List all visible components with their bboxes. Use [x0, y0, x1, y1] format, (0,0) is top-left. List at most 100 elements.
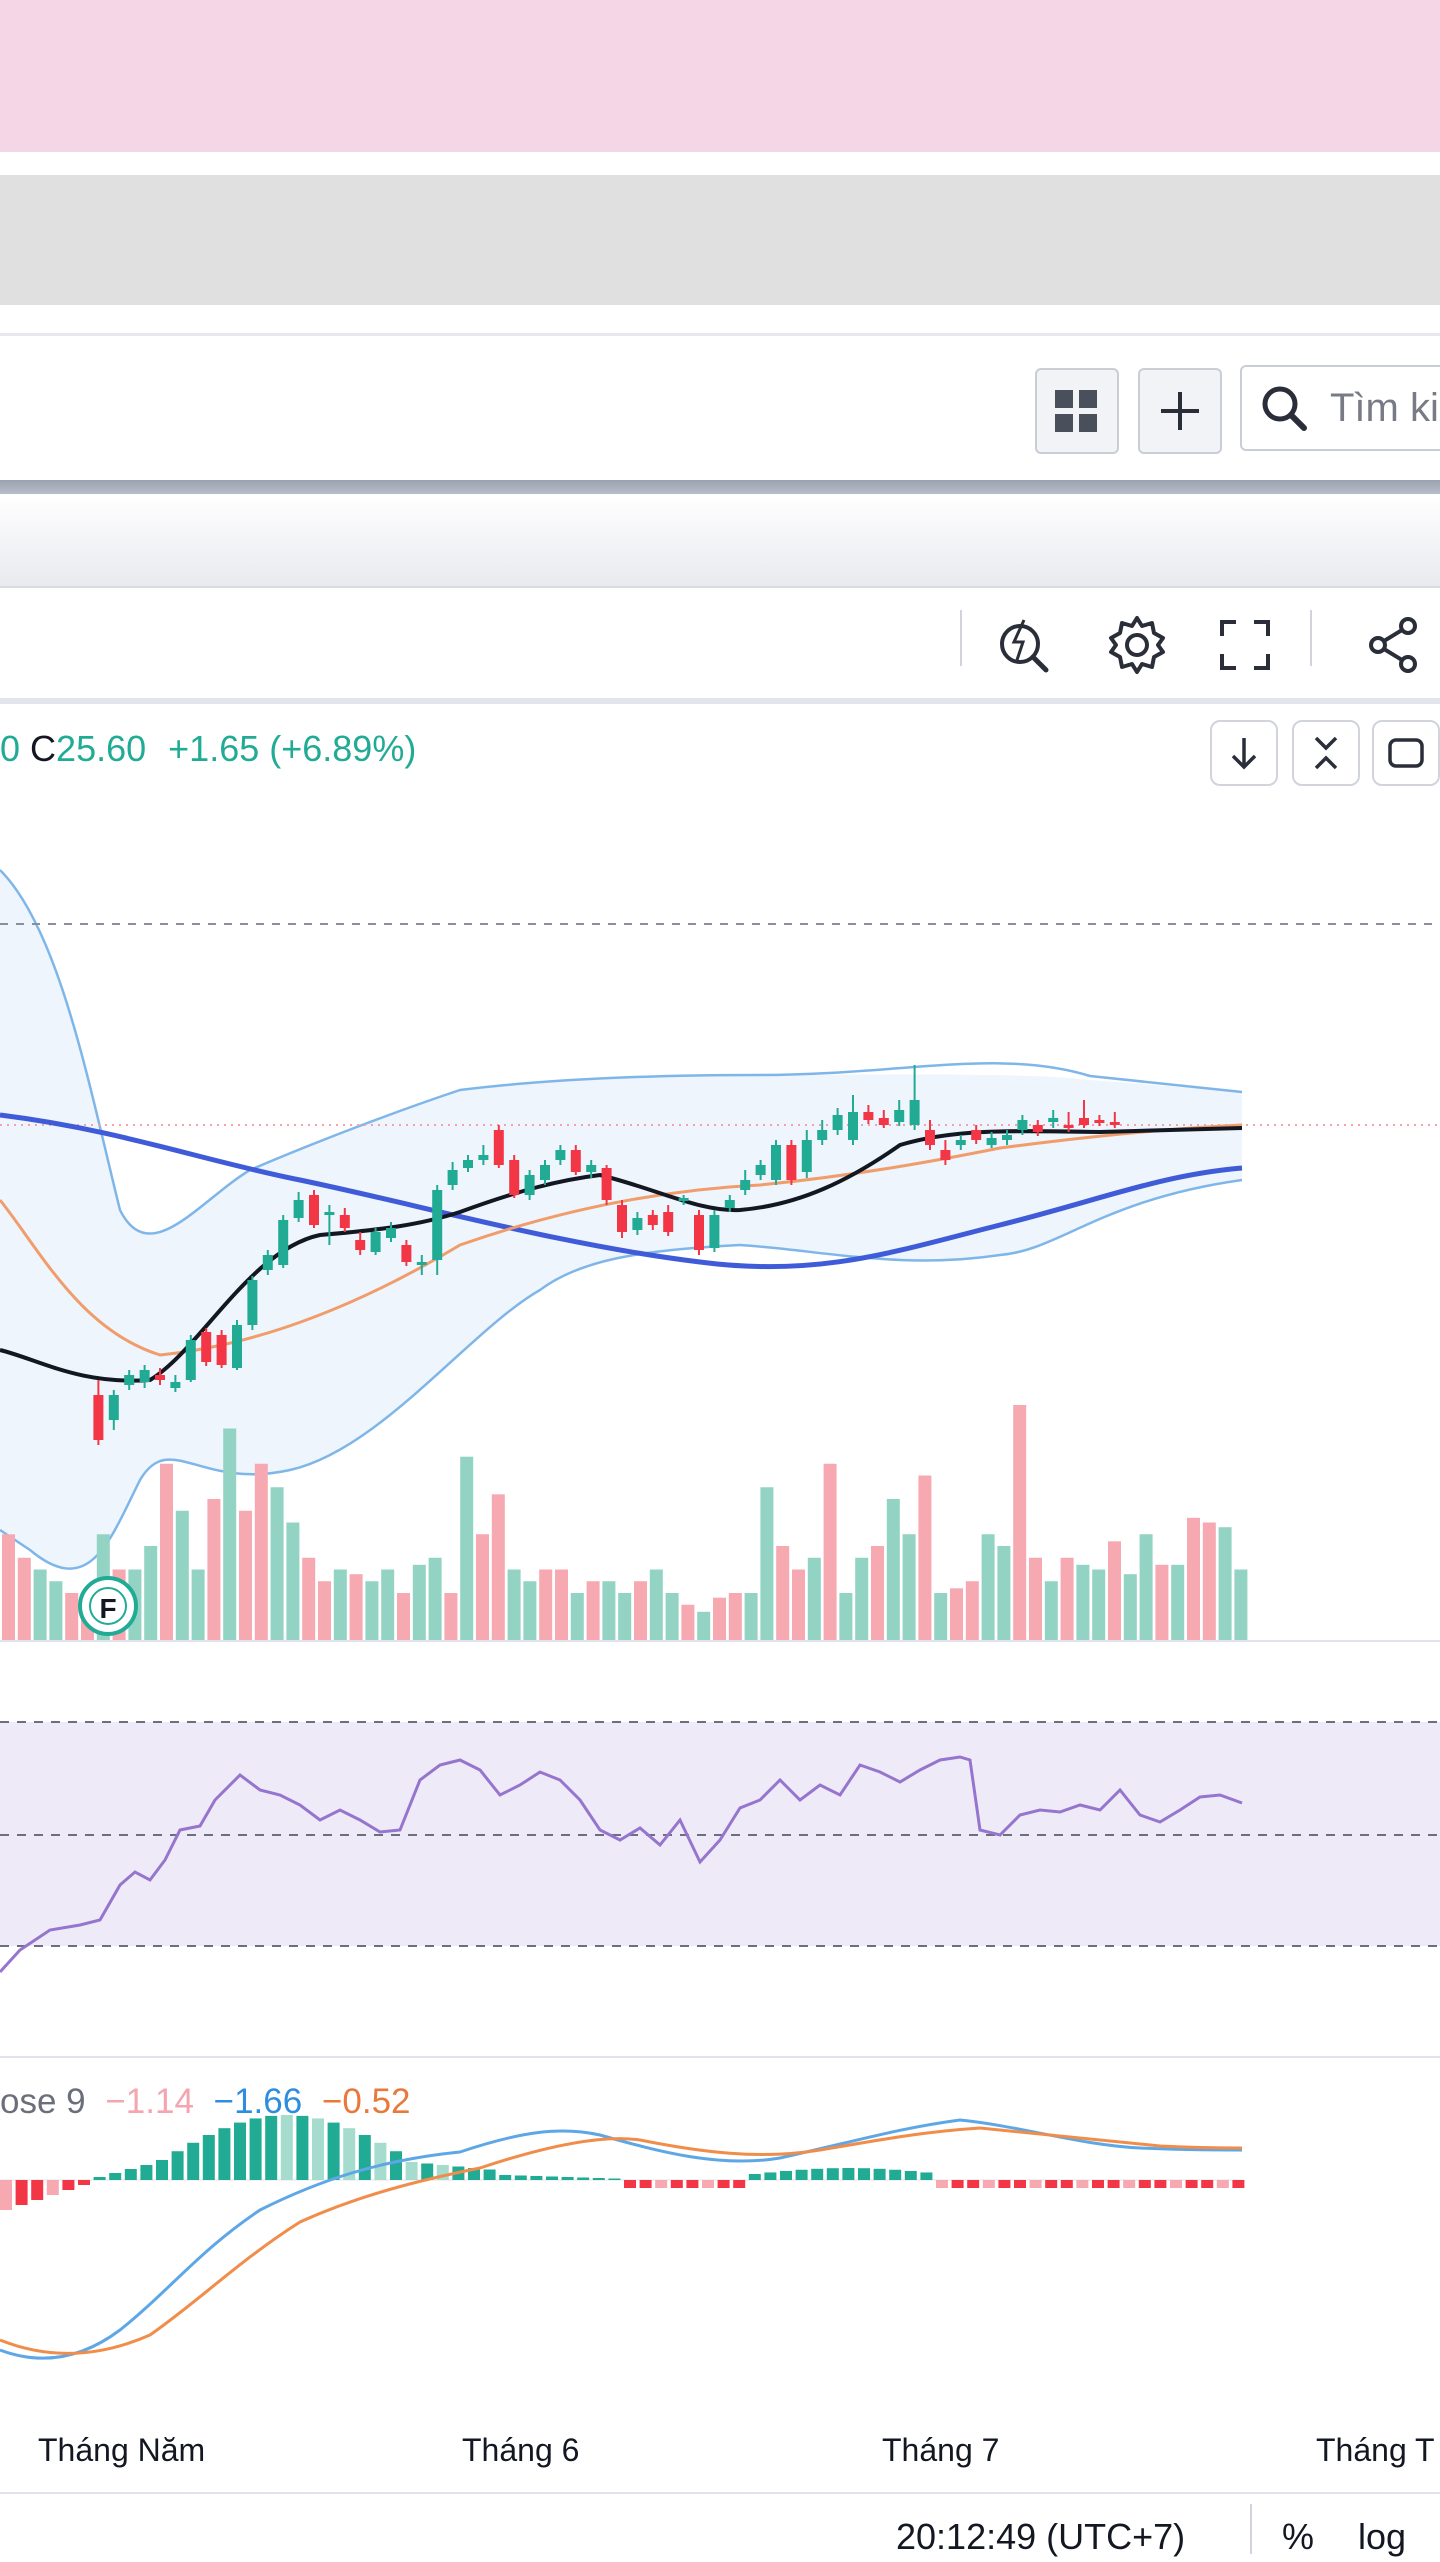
macd-hist-bar: [390, 2151, 402, 2180]
macd-hist-bar: [156, 2160, 168, 2180]
volume-bar: [270, 1487, 284, 1640]
candle-body: [848, 1112, 858, 1140]
collapse-icon: [1314, 736, 1338, 770]
collapse-pane-button[interactable]: [1292, 720, 1360, 786]
candle-body: [925, 1130, 935, 1145]
legend-prefix: 0: [0, 728, 21, 769]
chart-area[interactable]: F: [0, 800, 1440, 2420]
earnings-marker[interactable]: F: [78, 1576, 138, 1636]
scroll-down-button[interactable]: [1210, 720, 1278, 786]
macd-hist-bar: [608, 2178, 621, 2180]
macd-hist-bar: [1138, 2180, 1151, 2188]
macd-pane: [0, 2115, 1245, 2360]
macd-hist-bar: [15, 2180, 28, 2205]
volume-bar: [1234, 1569, 1248, 1640]
candle-body: [971, 1130, 982, 1140]
search-input[interactable]: Tìm ki: [1240, 365, 1440, 451]
time-axis-label: Tháng Năm: [38, 2432, 206, 2468]
candle-body: [724, 1200, 735, 1208]
volume-bar: [681, 1604, 695, 1640]
macd-hist-bar: [1076, 2180, 1089, 2188]
candle-body: [1094, 1120, 1105, 1123]
volume-bar: [1123, 1574, 1137, 1640]
macd-hist-bar: [702, 2180, 714, 2188]
candle-body: [124, 1375, 135, 1385]
macd-hist-bar: [795, 2169, 808, 2180]
share-icon[interactable]: [1360, 610, 1430, 680]
ma-blue-line: [0, 1112, 1243, 1270]
macd-hist-bar: [733, 2180, 746, 2188]
macd-hist-bar: [1170, 2180, 1182, 2188]
candle-body: [524, 1175, 535, 1195]
macd-hist-bar: [1201, 2180, 1214, 2188]
percent-toggle[interactable]: %: [1282, 2516, 1315, 2557]
macd-hist-bar: [967, 2180, 980, 2188]
macd-hist-bar: [858, 2168, 870, 2180]
macd-hist-bar: [577, 2177, 590, 2180]
volume-bar: [634, 1581, 647, 1640]
macd-hist-bar: [1014, 2180, 1026, 2188]
quick-search-icon[interactable]: [990, 608, 1060, 678]
macd-legend: ose 9 −1.14 −1.66 −0.52: [0, 2082, 411, 2122]
clock-label: 20:12:49 (UTC+7): [896, 2516, 1186, 2557]
volume-bar: [191, 1569, 205, 1640]
volume-bar: [760, 1487, 774, 1640]
macd-hist-bar: [982, 2180, 995, 2188]
volume-bar: [570, 1593, 584, 1640]
layout-grid-button[interactable]: [1035, 368, 1119, 454]
macd-hist-bar: [764, 2172, 777, 2180]
candle-body: [709, 1215, 720, 1248]
macd-hist-bar: [358, 2134, 371, 2180]
volume-bar: [665, 1593, 679, 1640]
volume-bar: [349, 1574, 363, 1640]
volume-bar: [744, 1593, 758, 1640]
macd-hist-bar: [624, 2180, 636, 2188]
maximize-icon: [1388, 738, 1424, 768]
candle-body: [201, 1332, 212, 1362]
candle-body: [1002, 1135, 1012, 1140]
volume-bar: [586, 1581, 600, 1640]
macd-legend-label: ose 9: [0, 2082, 86, 2121]
macd-hist-bar: [686, 2180, 699, 2188]
candle-body: [339, 1215, 350, 1228]
candle-body: [1032, 1125, 1043, 1132]
volume-bar: [1092, 1569, 1106, 1640]
rsi-line: [0, 1755, 1243, 1974]
macd-hist-bar: [421, 2163, 434, 2180]
bottom-bar: 20:12:49 (UTC+7) % log: [0, 2492, 1440, 2562]
macd-hist-bar: [1029, 2180, 1042, 2188]
fullscreen-icon[interactable]: [1210, 610, 1280, 680]
candle-body: [863, 1112, 874, 1120]
candle-body: [447, 1170, 458, 1185]
candle-body: [817, 1130, 828, 1140]
add-button[interactable]: [1138, 368, 1222, 454]
candle-body: [216, 1335, 227, 1365]
macd-hist-bar: [327, 2122, 340, 2180]
volume-bar: [792, 1569, 805, 1640]
volume-bar: [728, 1593, 742, 1640]
candle-body: [262, 1255, 273, 1270]
macd-hist-bar: [0, 2180, 12, 2210]
macd-hist-bar: [78, 2180, 90, 2185]
volume-bar: [981, 1534, 995, 1640]
candle-body: [509, 1160, 520, 1195]
macd-hist-bar: [889, 2169, 902, 2180]
macd-hist-bar: [670, 2180, 683, 2188]
macd-hist-bar: [717, 2180, 730, 2188]
candle-body: [386, 1228, 396, 1238]
macd-hist-bar: [873, 2168, 886, 2180]
candle-body: [617, 1205, 627, 1232]
macd-hist-bar: [546, 2176, 558, 2180]
volume-bar: [523, 1581, 537, 1640]
volume-bar: [1029, 1557, 1042, 1640]
volume-bar: [17, 1557, 31, 1640]
candle-body: [940, 1150, 951, 1160]
volume-bar: [144, 1546, 158, 1640]
volume-bar: [807, 1557, 821, 1640]
gear-icon[interactable]: [1102, 610, 1172, 680]
volume-bar: [697, 1611, 711, 1640]
macd-hist-bar: [1092, 2180, 1104, 2188]
volume-bar: [223, 1428, 237, 1640]
log-toggle[interactable]: log: [1358, 2516, 1407, 2557]
maximize-pane-button[interactable]: [1372, 720, 1440, 786]
